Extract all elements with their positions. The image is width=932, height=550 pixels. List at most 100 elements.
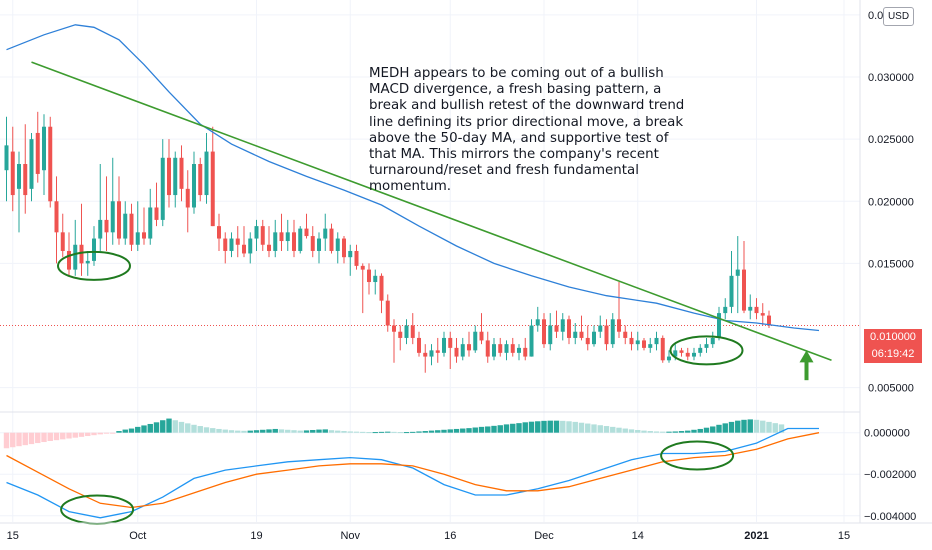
- candle-body: [654, 337, 659, 345]
- candle-body: [610, 319, 615, 345]
- macd-histogram-bar: [35, 432, 41, 444]
- macd-histogram-bar: [428, 430, 435, 433]
- candle: [373, 269, 378, 295]
- macd-histogram-bar: [216, 428, 222, 433]
- moving-average-line: [6, 24, 820, 332]
- candle-body: [685, 352, 690, 357]
- highlight-ellipse: [669, 335, 744, 366]
- macd-histogram-bar: [210, 428, 216, 433]
- macd-histogram-bar: [135, 426, 141, 433]
- price-tick-label: 0.015000: [868, 258, 914, 270]
- macd-histogram-bar: [60, 432, 66, 440]
- candle: [135, 201, 140, 251]
- candle-body: [285, 232, 290, 242]
- candle: [435, 337, 440, 363]
- candle-body: [279, 232, 284, 242]
- candle: [623, 325, 628, 345]
- macd-histogram-bar: [397, 432, 403, 434]
- candle: [123, 201, 128, 245]
- candle: [42, 114, 46, 196]
- highlight-ellipse: [660, 440, 735, 471]
- candle-body: [79, 244, 84, 264]
- candle-body: [535, 319, 540, 326]
- last-price-label: 0.010000: [864, 329, 922, 346]
- candle: [567, 315, 571, 345]
- candle-body: [554, 325, 559, 332]
- candle-body: [360, 265, 365, 270]
- macd-histogram-bar: [522, 422, 528, 433]
- candle-body: [73, 244, 78, 270]
- time-tick-label: 2021: [744, 530, 768, 542]
- candle: [273, 219, 278, 258]
- candle-body: [173, 157, 178, 196]
- macd-histogram-bar: [110, 432, 116, 434]
- candle-body: [404, 325, 409, 338]
- candle: [535, 306, 540, 332]
- candle: [542, 313, 546, 348]
- candle: [723, 298, 728, 320]
- macd-histogram-bar: [572, 421, 578, 433]
- macd-histogram-bar: [716, 424, 722, 433]
- macd-histogram-bar: [241, 430, 247, 433]
- macd-histogram-bar: [147, 423, 153, 433]
- macd-histogram-bar: [116, 431, 122, 433]
- macd-histogram-bar: [141, 425, 147, 433]
- macd-histogram-bar: [653, 431, 660, 433]
- time-tick-label: 15: [7, 530, 19, 542]
- macd-histogram-bar: [603, 426, 610, 433]
- arrow-head: [799, 350, 814, 363]
- macd-histogram-bar: [628, 429, 635, 433]
- candle: [648, 337, 653, 353]
- candle: [692, 347, 696, 361]
- macd-histogram-bar: [472, 427, 478, 433]
- candle-body: [642, 340, 646, 348]
- macd-histogram-bar: [435, 430, 441, 433]
- candle: [560, 313, 565, 341]
- candle-body: [379, 275, 384, 301]
- candle: [198, 157, 203, 202]
- macd-histogram-bar: [378, 431, 385, 433]
- macd-histogram-bar: [591, 424, 597, 433]
- macd-histogram-bar: [16, 432, 22, 447]
- macd-pane[interactable]: [3, 418, 820, 519]
- candle: [179, 145, 184, 202]
- bar-countdown-label: 06:19:42: [864, 346, 922, 363]
- time-tick-label: 16: [444, 530, 456, 542]
- macd-histogram-bar: [541, 420, 547, 433]
- macd-histogram-bar: [285, 429, 291, 433]
- macd-histogram-bar: [391, 431, 397, 433]
- macd-histogram-bar: [553, 420, 560, 433]
- macd-histogram-bar: [447, 429, 453, 433]
- candle-body: [423, 352, 428, 357]
- candle-body: [604, 325, 609, 345]
- macd-histogram-bar: [566, 421, 572, 433]
- candle: [279, 213, 284, 251]
- candle: [129, 203, 134, 251]
- macd-histogram-bar: [710, 426, 716, 433]
- candle-body: [192, 164, 196, 208]
- candle-body: [410, 325, 415, 338]
- macd-histogram-bar: [747, 419, 753, 433]
- price-pane[interactable]: [0, 24, 860, 373]
- macd-histogram-bar: [303, 430, 310, 433]
- candle-body: [323, 228, 328, 239]
- candle: [360, 263, 365, 314]
- candle: [17, 151, 21, 233]
- candle-body: [460, 344, 465, 357]
- currency-button[interactable]: USD: [883, 7, 914, 26]
- candle-body: [629, 337, 634, 345]
- macd-histogram-bar: [128, 428, 135, 433]
- candle-body: [667, 356, 671, 361]
- macd-histogram-bar: [547, 420, 553, 433]
- candle-body: [504, 344, 509, 353]
- candle: [173, 151, 178, 208]
- candle: [442, 331, 446, 357]
- candle: [298, 226, 303, 254]
- macd-histogram-bar: [3, 432, 10, 449]
- candle: [498, 337, 503, 357]
- candle: [735, 236, 740, 314]
- time-tick-label: 19: [250, 530, 262, 542]
- candle-body: [679, 350, 684, 353]
- candle-body: [448, 337, 453, 348]
